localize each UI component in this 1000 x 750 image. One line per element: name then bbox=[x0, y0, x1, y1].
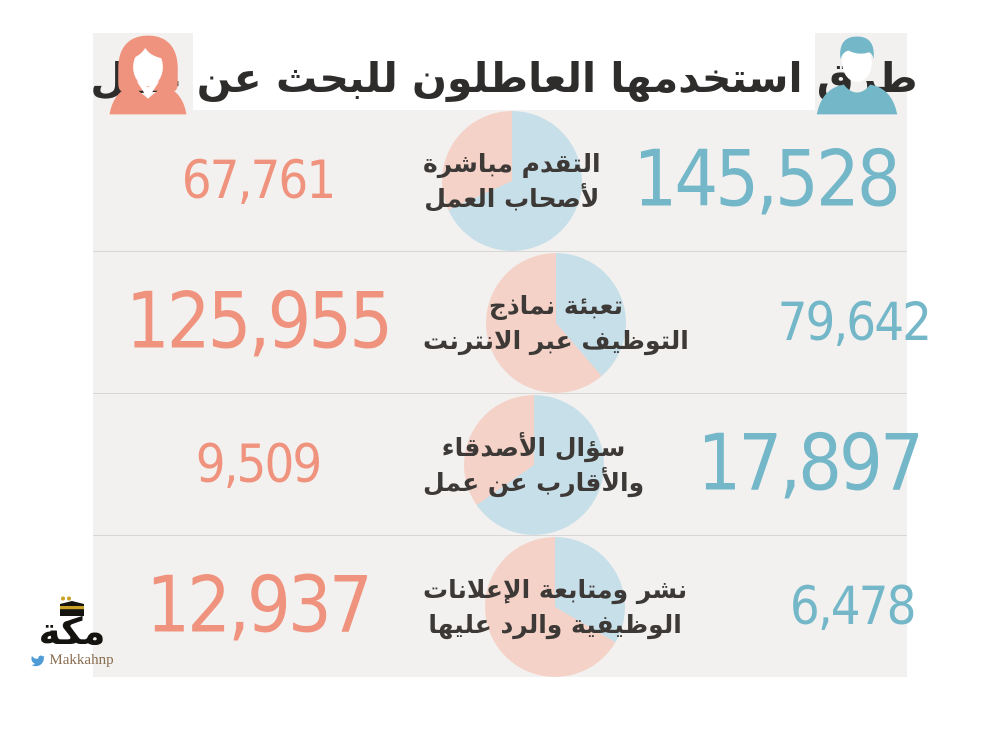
category-label: سؤال الأصدقاء والأقارب عن عمل bbox=[423, 430, 644, 500]
twitter-handle-text: Makkahnp bbox=[49, 652, 114, 668]
female-value: 125,955 bbox=[125, 277, 393, 367]
category-label: نشر ومتابعة الإعلانات الوظيفية والرد علي… bbox=[423, 572, 687, 642]
gender-split-pie bbox=[485, 536, 626, 677]
category-label-line2: لأصحاب العمل bbox=[424, 183, 600, 213]
data-rows: 67,761 التقدم مباشرة لأصحاب العمل 145,52… bbox=[93, 110, 932, 677]
male-value: 145,528 bbox=[633, 135, 900, 225]
gender-split-pie bbox=[485, 252, 626, 393]
female-value: 12,937 bbox=[146, 561, 372, 651]
logo-arabic-text: مكة bbox=[38, 610, 106, 653]
female-value: 67,761 bbox=[181, 149, 336, 212]
row-ask-friends: 9,509 سؤال الأصدقاء والأقارب عن عمل 17,8… bbox=[93, 394, 924, 536]
male-value: 79,642 bbox=[777, 291, 932, 354]
male-icon bbox=[813, 33, 901, 117]
category-label-line1: سؤال الأصدقاء bbox=[441, 432, 626, 462]
title-band: طرق استخدمها العاطلون للبحث عن عمل bbox=[90, 33, 919, 110]
twitter-bird-icon bbox=[31, 655, 45, 667]
female-value: 9,509 bbox=[195, 433, 323, 496]
category-cell: التقدم مباشرة لأصحاب العمل bbox=[423, 110, 601, 251]
female-icon bbox=[104, 33, 192, 117]
category-cell: نشر ومتابعة الإعلانات الوظيفية والرد علي… bbox=[423, 536, 687, 677]
logo-mark: مكة bbox=[38, 596, 106, 653]
category-cell: سؤال الأصدقاء والأقارب عن عمل bbox=[423, 394, 644, 535]
category-label-line1: التقدم مباشرة bbox=[423, 148, 601, 178]
category-label-line2: التوظيف عبر الانترنت bbox=[423, 325, 689, 355]
category-label: التقدم مباشرة لأصحاب العمل bbox=[423, 146, 601, 216]
woman-silhouette-icon bbox=[109, 35, 187, 115]
category-label-line2: والأقارب عن عمل bbox=[423, 467, 645, 497]
gender-split-pie bbox=[463, 394, 604, 535]
male-value: 17,897 bbox=[697, 419, 923, 509]
category-label: تعبئة نماذج التوظيف عبر الانترنت bbox=[423, 288, 689, 358]
row-online-forms: 125,955 تعبئة نماذج التوظيف عبر الانترنت… bbox=[93, 252, 932, 394]
category-label-line2: الوظيفية والرد عليها bbox=[428, 609, 682, 639]
category-cell: تعبئة نماذج التوظيف عبر الانترنت bbox=[423, 252, 689, 393]
kaaba-icon bbox=[60, 596, 84, 616]
infographic-panel: طرق استخدمها العاطلون للبحث عن عمل 67,76… bbox=[90, 33, 932, 677]
man-silhouette-icon bbox=[816, 36, 898, 115]
gender-split-pie bbox=[441, 110, 582, 251]
category-label-line1: نشر ومتابعة الإعلانات bbox=[423, 574, 688, 604]
row-direct-application: 67,761 التقدم مباشرة لأصحاب العمل 145,52… bbox=[93, 110, 907, 252]
twitter-handle: Makkahnp bbox=[30, 652, 114, 669]
page-title: طرق استخدمها العاطلون للبحث عن عمل bbox=[90, 53, 918, 102]
row-job-ads: 12,937 نشر ومتابعة الإعلانات الوظيفية وا… bbox=[93, 536, 916, 677]
male-value: 6,478 bbox=[789, 575, 917, 638]
category-label-line1: تعبئة نماذج bbox=[488, 290, 623, 320]
makkah-logo: مكة Makkahnp bbox=[24, 596, 120, 669]
